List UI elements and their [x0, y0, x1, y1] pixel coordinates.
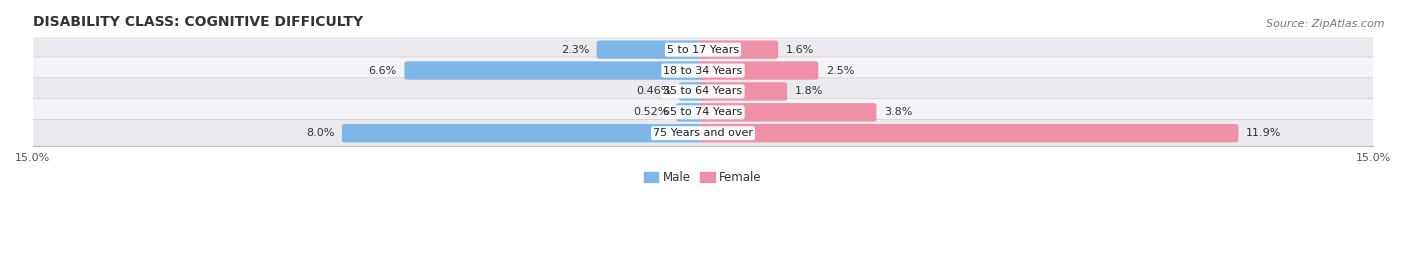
FancyBboxPatch shape [405, 61, 707, 80]
FancyBboxPatch shape [699, 82, 787, 101]
Text: 5 to 17 Years: 5 to 17 Years [666, 45, 740, 55]
Text: 35 to 64 Years: 35 to 64 Years [664, 86, 742, 96]
Text: 3.8%: 3.8% [884, 107, 912, 117]
Text: 8.0%: 8.0% [307, 128, 335, 138]
FancyBboxPatch shape [699, 103, 876, 122]
FancyBboxPatch shape [596, 40, 707, 59]
FancyBboxPatch shape [699, 61, 818, 80]
FancyBboxPatch shape [25, 57, 1381, 84]
FancyBboxPatch shape [25, 36, 1381, 63]
Text: 18 to 34 Years: 18 to 34 Years [664, 66, 742, 76]
Legend: Male, Female: Male, Female [640, 166, 766, 189]
FancyBboxPatch shape [25, 78, 1381, 105]
Text: 1.6%: 1.6% [786, 45, 814, 55]
FancyBboxPatch shape [699, 40, 778, 59]
Text: 2.3%: 2.3% [561, 45, 589, 55]
Text: Source: ZipAtlas.com: Source: ZipAtlas.com [1267, 19, 1385, 29]
FancyBboxPatch shape [25, 120, 1381, 147]
FancyBboxPatch shape [25, 99, 1381, 126]
FancyBboxPatch shape [342, 124, 707, 142]
Text: DISABILITY CLASS: COGNITIVE DIFFICULTY: DISABILITY CLASS: COGNITIVE DIFFICULTY [32, 15, 363, 29]
FancyBboxPatch shape [679, 82, 707, 101]
Text: 2.5%: 2.5% [825, 66, 855, 76]
Text: 65 to 74 Years: 65 to 74 Years [664, 107, 742, 117]
Text: 6.6%: 6.6% [368, 66, 396, 76]
Text: 1.8%: 1.8% [794, 86, 823, 96]
Text: 11.9%: 11.9% [1246, 128, 1281, 138]
FancyBboxPatch shape [676, 103, 707, 122]
FancyBboxPatch shape [699, 124, 1239, 142]
Text: 75 Years and over: 75 Years and over [652, 128, 754, 138]
Text: 0.52%: 0.52% [633, 107, 669, 117]
Text: 0.46%: 0.46% [636, 86, 671, 96]
